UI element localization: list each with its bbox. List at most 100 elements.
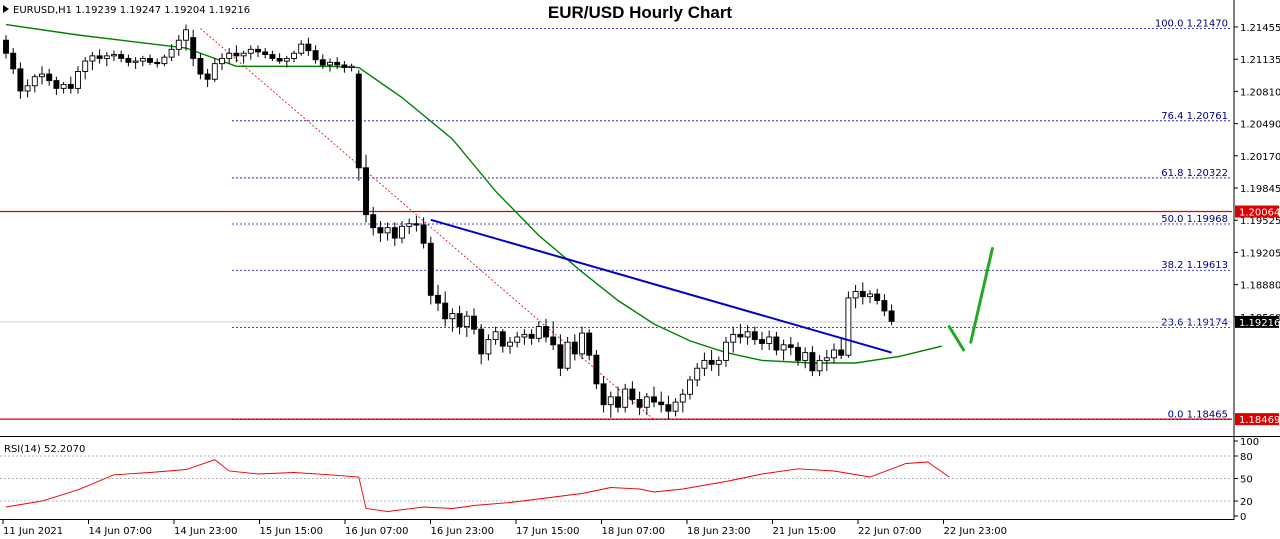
candle — [370, 206, 377, 236]
projection-down-leg — [947, 325, 966, 352]
candle-body — [53, 80, 60, 89]
time-tick-label: 14 Jun 23:00 — [174, 526, 238, 537]
candle-body — [773, 336, 780, 351]
candle — [226, 48, 233, 64]
candle — [103, 51, 110, 67]
candle — [874, 288, 881, 305]
candle-body — [550, 336, 557, 346]
candle — [579, 326, 585, 360]
candle — [312, 45, 319, 64]
candle-body — [694, 367, 701, 381]
candle — [514, 331, 521, 348]
candle-body — [291, 52, 297, 59]
candle-body — [298, 43, 305, 54]
candle-body — [384, 227, 391, 234]
candle-body — [247, 48, 254, 54]
candle — [255, 45, 261, 58]
candle-body — [759, 339, 765, 344]
symbol-info: EURUSD,H1 1.19239 1.19247 1.19204 1.1921… — [13, 5, 250, 16]
time-tick-label: 21 Jun 15:00 — [773, 526, 837, 537]
rsi-tick-label: 80 — [1240, 452, 1253, 463]
candle-body — [571, 341, 578, 355]
candle — [852, 284, 859, 309]
candle-body — [600, 383, 607, 406]
candle — [845, 291, 852, 358]
fib-label: 0.0 1.18465 — [1168, 410, 1228, 421]
candle — [348, 63, 355, 72]
projection-up-leg — [969, 246, 994, 344]
fib-label: 38.2 1.19613 — [1161, 260, 1228, 271]
candle — [175, 35, 182, 56]
candle — [715, 356, 722, 377]
candle-body — [60, 84, 67, 89]
candle-body — [276, 57, 283, 62]
candle — [535, 321, 542, 343]
candle-body — [319, 59, 326, 66]
candle — [499, 329, 506, 353]
candle — [442, 291, 449, 327]
candle — [334, 57, 341, 69]
candle-body — [564, 341, 571, 369]
candle — [744, 325, 751, 345]
candle-body — [802, 352, 809, 361]
candle-body — [82, 60, 89, 72]
candle-body — [427, 242, 434, 296]
time-tick-label: 16 Jun 07:00 — [345, 526, 409, 537]
candle — [75, 66, 81, 94]
candle — [125, 54, 132, 67]
fib-label: 76.4 1.20761 — [1161, 111, 1228, 122]
candle-body — [31, 76, 38, 87]
candle — [867, 290, 873, 304]
price-tick-label: 1.20490 — [1240, 120, 1280, 131]
candle-body — [543, 326, 549, 338]
candle — [615, 386, 621, 413]
candle — [427, 236, 434, 305]
candle-body — [420, 224, 427, 244]
candle — [111, 50, 117, 62]
candle — [564, 336, 571, 371]
candle — [636, 391, 643, 416]
candle-body — [399, 225, 405, 239]
candle — [787, 336, 794, 356]
candle — [82, 57, 89, 80]
candle-body — [24, 85, 31, 92]
candle-body — [406, 223, 413, 227]
price-tick-label: 1.18880 — [1240, 281, 1280, 292]
candle-body — [269, 54, 276, 59]
time-tick-label: 22 Jun 07:00 — [858, 526, 922, 537]
candle-body — [96, 55, 103, 59]
candle — [147, 54, 153, 65]
candle — [550, 321, 557, 350]
candle-body — [183, 29, 189, 41]
candle — [751, 326, 758, 345]
candle-body — [132, 60, 139, 63]
candle-body — [658, 401, 665, 406]
candle-body — [125, 57, 132, 63]
candle-body — [622, 388, 629, 408]
candle-body — [845, 297, 852, 356]
candle-body — [730, 333, 737, 343]
rsi-tick-label: 100 — [1240, 437, 1259, 448]
candle — [10, 48, 17, 75]
candle — [543, 318, 549, 343]
candle-body — [10, 52, 17, 70]
candle-body — [838, 349, 845, 356]
current-price-badge-bg — [1235, 315, 1279, 328]
candle-body — [39, 73, 45, 78]
candle-body — [593, 354, 600, 385]
candle — [809, 346, 816, 377]
fib-label: 100.0 1.21470 — [1155, 19, 1228, 30]
candle-body — [723, 341, 729, 361]
price-tick-label: 1.19845 — [1240, 184, 1280, 195]
candle — [593, 350, 600, 390]
candle — [283, 55, 290, 68]
candle-body — [3, 39, 9, 54]
candle-body — [586, 332, 593, 356]
candle — [17, 62, 24, 99]
candle-body — [766, 336, 773, 344]
candle — [485, 334, 492, 361]
candle-body — [679, 393, 686, 403]
candle — [708, 350, 715, 371]
candle — [3, 35, 9, 59]
candle — [219, 53, 225, 71]
